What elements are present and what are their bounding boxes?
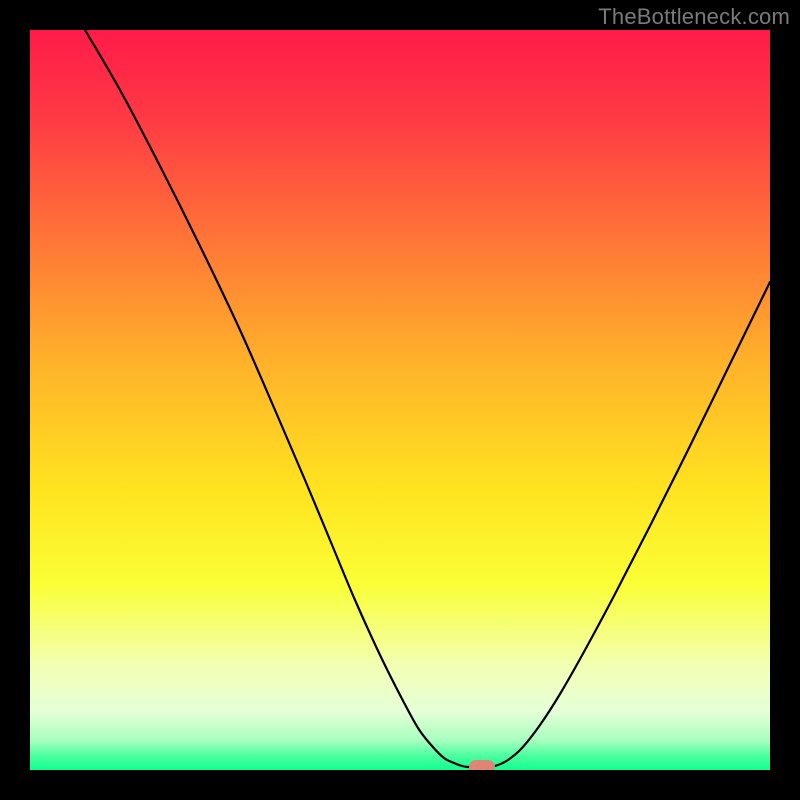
bottleneck-curve	[30, 30, 770, 770]
plot-area	[30, 30, 770, 770]
chart-frame: TheBottleneck.com	[0, 0, 800, 800]
optimum-marker	[469, 760, 495, 770]
watermark-text: TheBottleneck.com	[598, 4, 790, 30]
